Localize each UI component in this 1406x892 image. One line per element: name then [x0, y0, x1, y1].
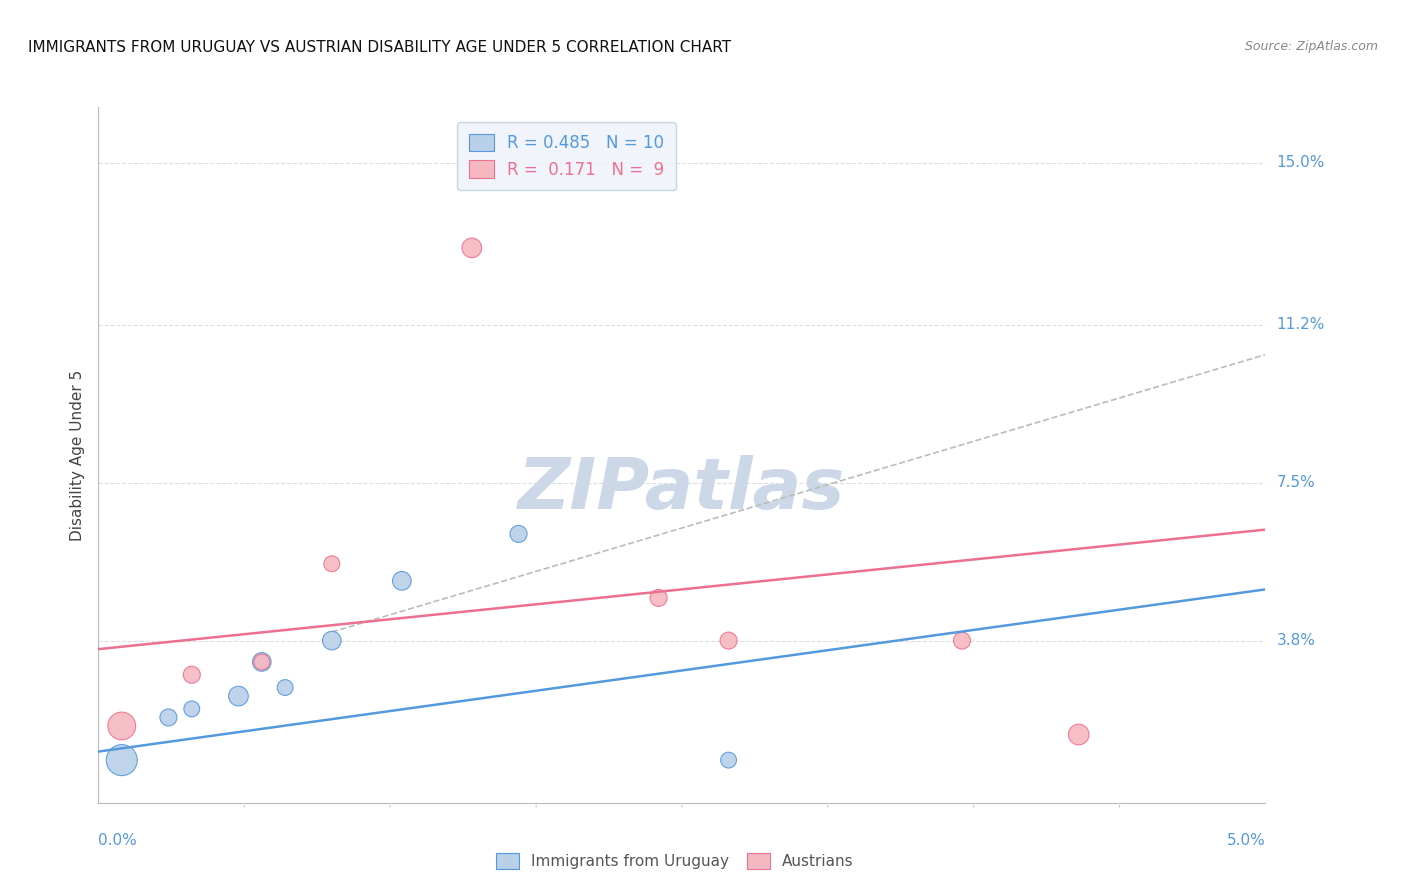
Text: ZIPatlas: ZIPatlas: [519, 455, 845, 524]
Text: IMMIGRANTS FROM URUGUAY VS AUSTRIAN DISABILITY AGE UNDER 5 CORRELATION CHART: IMMIGRANTS FROM URUGUAY VS AUSTRIAN DISA…: [28, 40, 731, 55]
Legend: R = 0.485   N = 10, R =  0.171   N =  9: R = 0.485 N = 10, R = 0.171 N = 9: [457, 122, 676, 190]
Text: 3.8%: 3.8%: [1277, 633, 1316, 648]
Y-axis label: Disability Age Under 5: Disability Age Under 5: [69, 369, 84, 541]
Point: [250, 655, 273, 669]
Point: [180, 702, 202, 716]
Point: [274, 681, 297, 695]
Point: [180, 667, 202, 681]
Text: 11.2%: 11.2%: [1277, 318, 1324, 332]
Point: [250, 655, 273, 669]
Text: Source: ZipAtlas.com: Source: ZipAtlas.com: [1244, 40, 1378, 54]
Point: [228, 689, 250, 703]
Point: [111, 753, 134, 767]
Point: [321, 633, 343, 648]
Text: 5.0%: 5.0%: [1226, 833, 1265, 848]
Point: [647, 591, 669, 605]
Point: [717, 633, 740, 648]
Point: [1067, 727, 1090, 741]
Point: [461, 241, 484, 255]
Point: [391, 574, 413, 588]
Point: [508, 527, 530, 541]
Text: 7.5%: 7.5%: [1277, 475, 1315, 491]
Legend: Immigrants from Uruguay, Austrians: Immigrants from Uruguay, Austrians: [489, 847, 860, 875]
Point: [157, 710, 180, 724]
Point: [111, 719, 134, 733]
Text: 15.0%: 15.0%: [1277, 155, 1324, 170]
Point: [717, 753, 740, 767]
Point: [321, 557, 343, 571]
Point: [950, 633, 973, 648]
Text: 0.0%: 0.0%: [98, 833, 138, 848]
